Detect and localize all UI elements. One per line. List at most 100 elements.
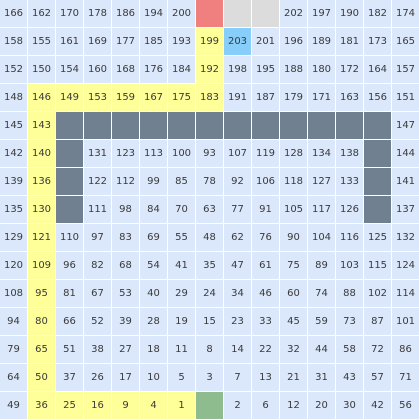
wall-cell[interactable] (140, 112, 168, 140)
grid-cell[interactable]: 119 (252, 140, 280, 168)
grid-cell[interactable]: 154 (56, 56, 84, 84)
grid-cell[interactable]: 201 (252, 28, 280, 56)
grid-cell[interactable]: 139 (0, 168, 28, 196)
grid-cell[interactable]: 64 (0, 364, 28, 392)
grid-cell[interactable]: 18 (140, 336, 168, 364)
grid-cell[interactable]: 55 (168, 224, 196, 252)
grid-cell[interactable]: 2 (224, 392, 252, 420)
grid-cell[interactable]: 113 (140, 140, 168, 168)
grid-cell[interactable]: 84 (140, 196, 168, 224)
grid-cell[interactable]: 178 (84, 0, 112, 28)
grid-cell[interactable]: 15 (196, 308, 224, 336)
grid-cell[interactable]: 162 (28, 0, 56, 28)
grid-cell[interactable]: 57 (364, 364, 392, 392)
path-cell[interactable]: 175 (168, 84, 196, 112)
grid-cell[interactable]: 82 (84, 252, 112, 280)
grid-cell[interactable]: 191 (224, 84, 252, 112)
path-cell[interactable]: 4 (140, 392, 168, 420)
grid-cell[interactable]: 56 (392, 392, 420, 420)
grid-cell[interactable]: 155 (28, 28, 56, 56)
grid-cell[interactable]: 83 (112, 224, 140, 252)
grid-cell[interactable]: 54 (140, 252, 168, 280)
goal-cell[interactable] (196, 0, 224, 28)
grid-cell[interactable]: 171 (308, 84, 336, 112)
grid-cell[interactable]: 101 (392, 308, 420, 336)
grid-cell[interactable]: 120 (0, 252, 28, 280)
grid-cell[interactable]: 61 (252, 252, 280, 280)
grid-cell[interactable]: 30 (336, 392, 364, 420)
grid-cell[interactable]: 67 (84, 280, 112, 308)
grid-cell[interactable]: 66 (56, 308, 84, 336)
grid-cell[interactable]: 104 (308, 224, 336, 252)
grid-cell[interactable]: 81 (56, 280, 84, 308)
path-cell[interactable]: 183 (196, 84, 224, 112)
grid-cell[interactable]: 32 (280, 336, 308, 364)
grid-cell[interactable]: 21 (280, 364, 308, 392)
grid-cell[interactable]: 124 (392, 252, 420, 280)
grid-cell[interactable]: 43 (336, 364, 364, 392)
grid-cell[interactable]: 99 (140, 168, 168, 196)
grid-cell[interactable]: 79 (0, 336, 28, 364)
grid-cell[interactable]: 144 (392, 140, 420, 168)
grid-cell[interactable]: 118 (280, 168, 308, 196)
grid-cell[interactable]: 94 (0, 308, 28, 336)
grid-cell[interactable]: 107 (224, 140, 252, 168)
grid-cell[interactable]: 151 (392, 84, 420, 112)
wall-cell[interactable] (364, 112, 392, 140)
grid-cell[interactable]: 90 (280, 224, 308, 252)
grid-cell[interactable]: 96 (56, 252, 84, 280)
grid-cell[interactable]: 117 (308, 196, 336, 224)
grid-cell[interactable]: 122 (84, 168, 112, 196)
grid-cell[interactable]: 102 (364, 280, 392, 308)
grid-cell[interactable]: 170 (56, 0, 84, 28)
wall-cell[interactable] (364, 196, 392, 224)
grid-cell[interactable]: 127 (308, 168, 336, 196)
grid-cell[interactable]: 180 (308, 56, 336, 84)
grid-cell[interactable]: 7 (224, 364, 252, 392)
grid-cell[interactable]: 110 (56, 224, 84, 252)
grid-cell[interactable]: 177 (112, 28, 140, 56)
wall-cell[interactable] (56, 196, 84, 224)
grid-cell[interactable]: 33 (252, 308, 280, 336)
grid-cell[interactable]: 150 (28, 56, 56, 84)
grid-cell[interactable]: 35 (196, 252, 224, 280)
path-cell[interactable]: 9 (112, 392, 140, 420)
grid-cell[interactable]: 147 (392, 112, 420, 140)
grid-cell[interactable]: 190 (336, 0, 364, 28)
grid-cell[interactable]: 8 (196, 336, 224, 364)
grid-cell[interactable]: 29 (168, 280, 196, 308)
grid-cell[interactable]: 12 (280, 392, 308, 420)
grid-cell[interactable]: 19 (168, 308, 196, 336)
grid-cell[interactable]: 98 (112, 196, 140, 224)
grid-cell[interactable]: 34 (224, 280, 252, 308)
grid-cell[interactable]: 5 (168, 364, 196, 392)
grid-cell[interactable]: 138 (336, 140, 364, 168)
grid-cell[interactable]: 38 (84, 336, 112, 364)
grid-cell[interactable]: 187 (252, 84, 280, 112)
grid-cell[interactable]: 40 (140, 280, 168, 308)
grid-cell[interactable]: 39 (112, 308, 140, 336)
grid-cell[interactable]: 10 (140, 364, 168, 392)
path-cell[interactable]: 121 (28, 224, 56, 252)
grid-cell[interactable]: 87 (364, 308, 392, 336)
wall-cell[interactable] (336, 112, 364, 140)
path-cell[interactable]: 143 (28, 112, 56, 140)
grid-cell[interactable]: 28 (140, 308, 168, 336)
grid-cell[interactable]: 142 (0, 140, 28, 168)
grid-cell[interactable]: 184 (168, 56, 196, 84)
grid-cell[interactable]: 49 (0, 392, 28, 420)
grid-cell[interactable]: 45 (280, 308, 308, 336)
grid-cell[interactable]: 71 (392, 364, 420, 392)
grid-cell[interactable]: 161 (56, 28, 84, 56)
path-cell[interactable]: 80 (28, 308, 56, 336)
grid-cell[interactable]: 188 (280, 56, 308, 84)
grid-cell[interactable]: 202 (280, 0, 308, 28)
grid-cell[interactable]: 62 (224, 224, 252, 252)
grid-cell[interactable]: 59 (308, 308, 336, 336)
grid-cell[interactable]: 115 (364, 252, 392, 280)
wall-cell[interactable] (168, 112, 196, 140)
grid-cell[interactable]: 173 (364, 28, 392, 56)
wall-cell[interactable] (112, 112, 140, 140)
grid-cell[interactable]: 141 (392, 168, 420, 196)
grid-cell[interactable]: 3 (196, 364, 224, 392)
